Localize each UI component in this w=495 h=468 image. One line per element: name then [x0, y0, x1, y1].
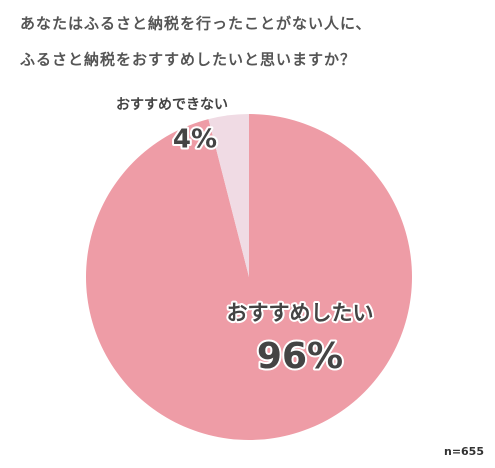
- slice-label: おすすめできない: [116, 97, 228, 113]
- value-label: 4%: [173, 125, 217, 155]
- chart-title: あなたはふるさと納税を行ったことがない人に、: [20, 15, 372, 33]
- value-label: 96%: [257, 336, 343, 377]
- chart-title: ふるさと納税をおすすめしたいと思いますか？: [20, 51, 356, 69]
- sample-note: n=655: [444, 445, 484, 458]
- slice-label: おすすめしたい: [227, 301, 374, 325]
- pie-slice: [208, 114, 249, 277]
- pie-slice: [85, 114, 412, 440]
